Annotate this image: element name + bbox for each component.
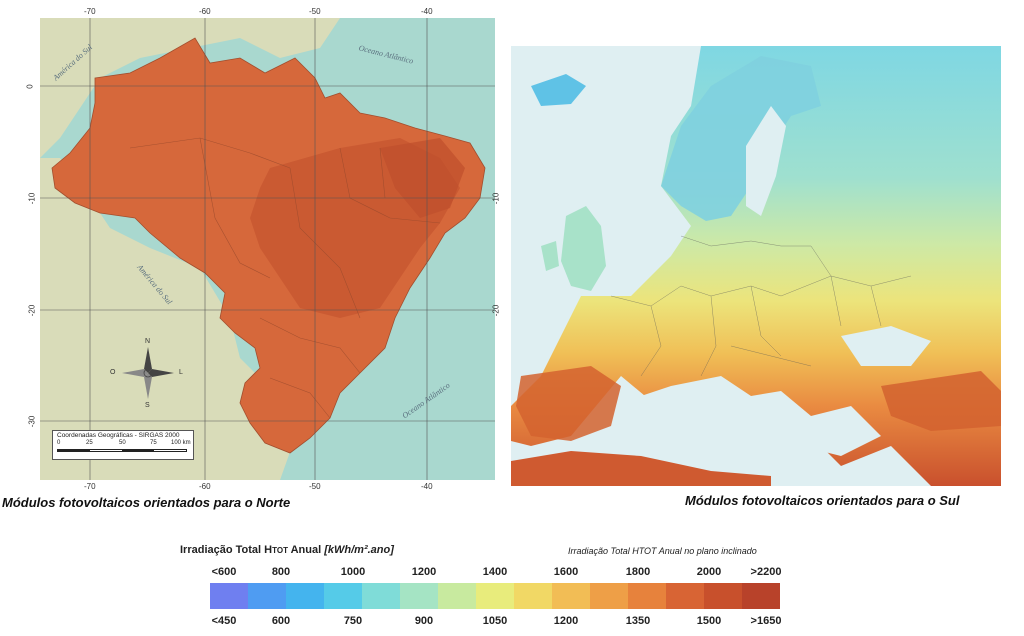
compass-east-label: L	[179, 369, 183, 376]
europe-map-graphic	[511, 46, 1001, 486]
legend-label: 1600	[553, 566, 579, 578]
longitude-tick: -50	[309, 482, 321, 491]
legend-swatch	[742, 583, 780, 609]
legend-swatch	[324, 583, 362, 609]
longitude-tick: -40	[421, 482, 433, 491]
brazil-irradiation-map: -70 -60 -50 -40 -60 -50 -40 -70 0 -10 -2…	[26, 7, 501, 491]
legend-label: >1650	[750, 615, 782, 627]
brazil-map-caption: Módulos fotovoltaicos orientados para o …	[2, 495, 291, 510]
legend-swatch	[552, 583, 590, 609]
latitude-tick: -20	[27, 304, 37, 317]
legend-label: 1350	[625, 615, 651, 627]
legend-label: 1000	[340, 566, 366, 578]
compass-south-label: S	[145, 402, 150, 409]
legend-swatch	[590, 583, 628, 609]
scale-box: Coordenadas Geográficas - SIRGAS 2000 0 …	[52, 430, 194, 460]
legend-title-unit: [kWh/m².ano]	[324, 544, 394, 556]
legend-swatch	[666, 583, 704, 609]
legend-title-rest: Anual	[287, 544, 325, 556]
coordinate-system-label: Coordenadas Geográficas - SIRGAS 2000	[57, 432, 180, 439]
legend-swatch	[286, 583, 324, 609]
legend-swatch	[476, 583, 514, 609]
legend-label: >2200	[750, 566, 782, 578]
legend-title-main: Irradiação Total H	[180, 544, 273, 556]
legend-title-inclined: Irradiação Total HTOT Anual no plano inc…	[568, 546, 757, 556]
legend-title-subscript: TOT	[272, 546, 288, 555]
legend-swatch	[438, 583, 476, 609]
latitude-tick: -30	[27, 415, 37, 428]
legend-label: 2000	[696, 566, 722, 578]
legend-label: 800	[271, 566, 291, 578]
legend-swatch	[628, 583, 666, 609]
legend-label: <600	[211, 566, 237, 578]
legend-label: 1400	[482, 566, 508, 578]
longitude-tick: -40	[421, 7, 433, 16]
longitude-tick: -70	[84, 7, 96, 16]
legend-label: 1800	[625, 566, 651, 578]
legend-swatch	[514, 583, 552, 609]
scale-label: 0	[57, 440, 61, 446]
compass-north-label: N	[145, 338, 151, 345]
scale-label: 100 km	[171, 440, 191, 446]
compass-rose-icon	[122, 347, 174, 399]
longitude-tick: -70	[84, 482, 96, 491]
brazil-map-graphic	[40, 18, 495, 480]
scale-label: 75	[150, 440, 157, 446]
legend-label: <450	[211, 615, 237, 627]
longitude-tick: -60	[199, 482, 211, 491]
compass-west-label: O	[110, 369, 116, 376]
europe-irradiation-map	[511, 46, 1001, 486]
legend-swatch	[210, 583, 248, 609]
latitude-tick: 0	[25, 84, 35, 89]
europe-map-caption: Módulos fotovoltaicos orientados para o …	[685, 493, 960, 508]
longitude-tick: -50	[309, 7, 321, 16]
legend-color-bar	[210, 583, 780, 609]
scale-bar	[57, 449, 187, 452]
legend-label: 750	[343, 615, 363, 627]
legend-title: Irradiação Total HTOT Anual [kWh/m².ano]	[180, 544, 394, 556]
latitude-tick: -10	[491, 192, 501, 205]
legend-label: 1050	[482, 615, 508, 627]
legend-swatch	[362, 583, 400, 609]
legend-swatch	[248, 583, 286, 609]
legend-label: 1200	[411, 566, 437, 578]
legend-swatch	[400, 583, 438, 609]
legend-label: 1500	[696, 615, 722, 627]
legend-label: 600	[271, 615, 291, 627]
longitude-tick: -60	[199, 7, 211, 16]
legend-label: 1200	[553, 615, 579, 627]
latitude-tick: -20	[491, 304, 501, 317]
latitude-tick: -10	[27, 192, 37, 205]
legend-swatch	[704, 583, 742, 609]
scale-label: 50	[119, 440, 126, 446]
scale-label: 25	[86, 440, 93, 446]
legend-label: 900	[414, 615, 434, 627]
